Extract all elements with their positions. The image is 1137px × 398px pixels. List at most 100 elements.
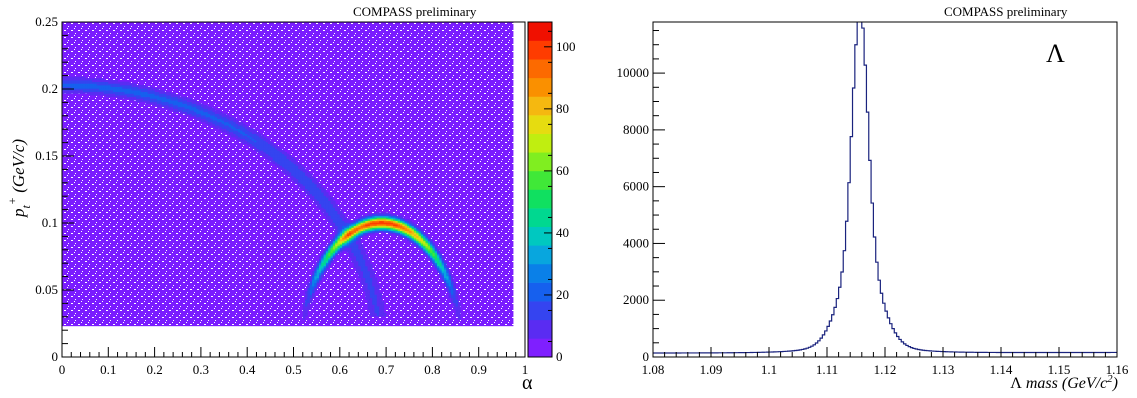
heatmap-cell: [416, 229, 419, 232]
heatmap-cell: [397, 230, 401, 233]
heatmap-cell: [383, 314, 387, 317]
heatmap-cell: [193, 101, 197, 104]
heatmap-cell: [446, 287, 449, 290]
heatmap-cell: [323, 269, 327, 272]
heatmap-cell: [261, 136, 264, 139]
heatmap-cell: [309, 289, 313, 292]
heatmap-cell: [337, 250, 341, 253]
heatmap-x-tick-label: 0.8: [424, 362, 440, 377]
heatmap-cell: [358, 255, 362, 258]
heatmap-cell: [279, 155, 283, 158]
heatmap-cell: [207, 108, 211, 111]
heatmap-cell: [173, 103, 176, 106]
heatmap-cell: [219, 116, 223, 119]
heatmap-cell: [372, 229, 375, 232]
heatmap-cell: [372, 297, 375, 300]
heatmap-cell: [143, 100, 146, 103]
heatmap-cell: [205, 105, 209, 108]
heatmap-cell: [335, 252, 338, 255]
heatmap-cell: [330, 205, 334, 208]
heatmap-cell: [395, 215, 399, 218]
heatmap-cell: [372, 306, 375, 309]
colorbar-segment: [528, 208, 552, 228]
heatmap-cell: [448, 279, 452, 282]
heatmap-cell: [455, 301, 459, 304]
heatmap-cell: [154, 98, 158, 101]
heatmap-cell: [362, 269, 366, 272]
heatmap-cell: [404, 224, 408, 227]
heatmap-cell: [119, 83, 123, 86]
heatmap-cell: [379, 297, 382, 300]
heatmap-cell: [78, 79, 81, 83]
heatmap-cell: [89, 88, 93, 91]
heatmap-cell: [318, 193, 322, 196]
heatmap-cell: [432, 247, 436, 250]
heatmap-cell: [395, 230, 399, 233]
heatmap-cell: [328, 245, 331, 248]
heatmap-cell: [110, 84, 114, 88]
heatmap-cell: [258, 151, 262, 155]
heatmap-cell: [406, 235, 410, 238]
heatmap-cell: [92, 81, 95, 84]
heatmap-cell: [450, 280, 454, 284]
heatmap-cell: [196, 106, 199, 109]
heatmap-cell: [356, 234, 359, 237]
heatmap-cell: [108, 81, 112, 84]
heatmap-cell: [406, 230, 410, 233]
histogram-x-tick-label: 1.12: [874, 362, 897, 377]
heatmap-cell: [316, 185, 320, 188]
heatmap-cell: [365, 218, 368, 222]
heatmap-cell: [325, 192, 329, 195]
heatmap-cell: [80, 79, 84, 83]
heatmap-cell: [332, 210, 336, 213]
heatmap-cell: [353, 259, 357, 262]
heatmap-cell: [404, 229, 408, 232]
heatmap-cell: [240, 140, 243, 143]
heatmap-cell: [133, 88, 137, 91]
heatmap-cell: [108, 91, 112, 94]
heatmap-cell: [307, 289, 311, 292]
heatmap-cell: [314, 274, 318, 277]
heatmap-cell: [291, 165, 294, 168]
heatmap-cell: [62, 91, 65, 94]
heatmap-cell: [159, 96, 162, 99]
heatmap-cell: [325, 267, 329, 270]
heatmap-cell: [450, 297, 454, 300]
heatmap-cell: [242, 135, 246, 138]
heatmap-cell: [307, 185, 311, 188]
heatmap-cell: [325, 205, 329, 208]
heatmap-cell: [367, 222, 371, 225]
heatmap-cell: [335, 212, 338, 215]
colorbar-segment: [528, 77, 552, 97]
heatmap-cell: [136, 98, 139, 101]
heatmap-cell: [437, 260, 440, 263]
heatmap-cell: [321, 254, 324, 257]
heatmap-cell: [323, 213, 327, 217]
heatmap-cell: [362, 254, 366, 257]
heatmap-cell: [166, 95, 169, 98]
heatmap-cell: [344, 220, 348, 223]
heatmap-cell: [145, 96, 149, 99]
heatmap-cell: [126, 90, 130, 93]
heatmap-cell: [411, 222, 415, 225]
heatmap-cell: [136, 86, 139, 89]
heatmap-cell: [335, 207, 338, 210]
heatmap-cell: [406, 220, 410, 223]
heatmap-cell: [217, 115, 220, 118]
heatmap-cell: [149, 90, 153, 93]
heatmap-cell: [152, 96, 155, 99]
heatmap-cell: [386, 224, 389, 227]
heatmap-cell: [187, 108, 190, 111]
heatmap-cell: [335, 234, 338, 237]
heatmap-cell: [337, 207, 341, 210]
heatmap-cell: [226, 118, 230, 121]
heatmap-cell: [335, 217, 338, 220]
heatmap-cell: [175, 96, 179, 99]
heatmap-cell: [110, 90, 114, 93]
heatmap-cell: [281, 150, 285, 153]
heatmap-cell: [138, 84, 142, 88]
heatmap-cell: [430, 247, 433, 250]
heatmap-cell: [316, 264, 320, 267]
heatmap-cell: [235, 128, 239, 131]
heatmap-cell: [446, 289, 449, 292]
